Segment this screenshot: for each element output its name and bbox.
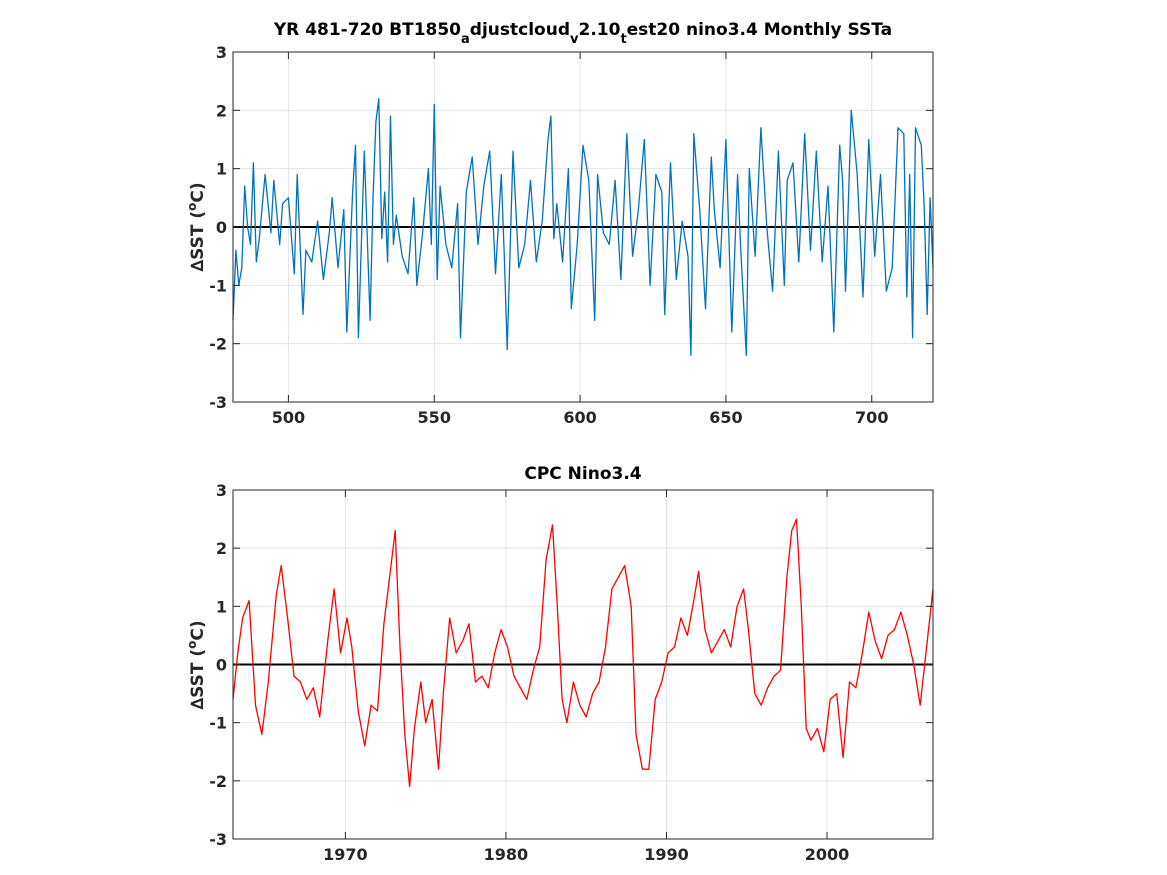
y-tick-label: -1 [209, 714, 227, 733]
x-tick-label: 1980 [484, 845, 529, 864]
chart-2-ylabel: ∆SST (oC) [185, 620, 208, 709]
x-tick-label: 550 [418, 408, 451, 427]
y-tick-label: 0 [216, 656, 227, 675]
chart-1-series-line [232, 98, 934, 356]
series-line [232, 518, 934, 788]
chart-2-series-line [232, 518, 934, 788]
y-tick-label: 3 [216, 43, 227, 62]
y-tick-label: -3 [209, 830, 227, 849]
y-tick-label: 2 [216, 539, 227, 558]
chart-panel-2: CPC Nino3.4 1970 1980 1990 2000 -3 -2 -1 0 1 2 3 ∆… [185, 464, 934, 864]
y-tick-label: -3 [209, 393, 227, 412]
x-tick-label: 650 [709, 408, 742, 427]
chart-1-title: YR 481-720 BT1850adjustcloudv2.10test20 … [273, 20, 892, 47]
y-tick-label: -2 [209, 335, 227, 354]
x-tick-label: 2000 [805, 845, 850, 864]
chart-2-title: CPC Nino3.4 [524, 464, 641, 484]
x-tick-label: 1990 [644, 845, 689, 864]
x-tick-label: 700 [855, 408, 888, 427]
chart-panel-1: YR 481-720 BT1850adjustcloudv2.10test20 … [185, 20, 934, 427]
chart-2-ticks: 1970 1980 1990 2000 -3 -2 -1 0 1 2 3 [209, 481, 933, 864]
y-tick-label: 2 [216, 101, 227, 120]
y-tick-label: 3 [216, 481, 227, 500]
y-tick-label: -1 [209, 276, 227, 295]
x-tick-label: 600 [563, 408, 596, 427]
y-tick-label: 1 [216, 160, 227, 179]
x-tick-label: 1970 [323, 845, 368, 864]
y-tick-label: 0 [216, 218, 227, 237]
chart-1-ylabel: ∆SST (oC) [185, 182, 208, 271]
x-tick-label: 500 [272, 408, 305, 427]
y-tick-label: -2 [209, 772, 227, 791]
chart-1-ticks: 500 550 600 650 700 -3 -2 -1 0 1 2 3 [209, 43, 933, 427]
y-tick-label: 1 [216, 597, 227, 616]
series-line [232, 98, 934, 356]
